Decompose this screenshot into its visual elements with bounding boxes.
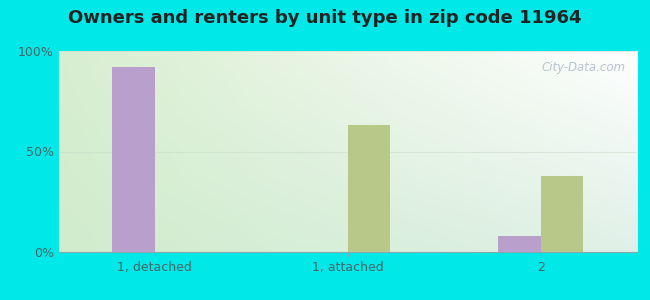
Bar bbox=[541, 176, 583, 252]
Text: City-Data.com: City-Data.com bbox=[541, 61, 625, 74]
Bar bbox=[348, 125, 390, 252]
Bar bbox=[112, 67, 155, 252]
Bar bbox=[498, 236, 541, 252]
Text: Owners and renters by unit type in zip code 11964: Owners and renters by unit type in zip c… bbox=[68, 9, 582, 27]
